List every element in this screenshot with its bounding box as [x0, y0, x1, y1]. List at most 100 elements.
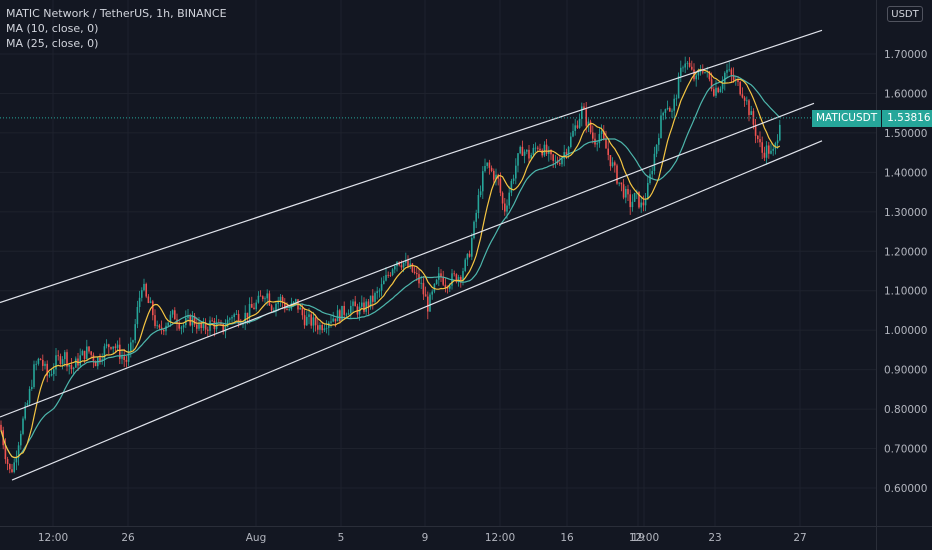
- x-tick-label: 5: [338, 532, 345, 544]
- candle-body: [105, 344, 108, 347]
- candle-body: [119, 344, 121, 359]
- candle-body: [596, 143, 598, 145]
- candle-body: [158, 325, 161, 328]
- candle-body: [545, 144, 548, 154]
- y-tick-label: 1.00000: [884, 325, 927, 337]
- candle-body: [180, 327, 183, 329]
- candle-body: [548, 150, 550, 154]
- candle-body: [303, 315, 306, 326]
- candle-body: [770, 150, 772, 154]
- candle-body: [574, 125, 576, 131]
- candle-body: [655, 144, 658, 154]
- candle-body: [576, 125, 579, 128]
- candle-body: [422, 282, 425, 295]
- candle-body: [141, 290, 143, 298]
- candle-body: [193, 315, 196, 325]
- candle-body: [598, 134, 601, 144]
- candle-body: [499, 178, 502, 193]
- candle-body: [464, 259, 466, 272]
- candle-body: [268, 293, 271, 306]
- candle-body: [471, 238, 473, 257]
- candle-body: [528, 149, 530, 159]
- candle-body: [213, 320, 216, 330]
- candle-body: [28, 389, 31, 403]
- y-tick-label: 1.70000: [884, 49, 927, 61]
- candle-body: [449, 285, 451, 289]
- x-tick-label: Aug: [246, 532, 267, 544]
- ma25-line: [0, 74, 781, 459]
- candle-body: [413, 271, 416, 273]
- candle-body: [479, 191, 482, 196]
- candle-body: [308, 314, 310, 317]
- candle-body: [592, 132, 594, 139]
- candle-body: [460, 277, 462, 281]
- candle-body: [699, 71, 702, 73]
- candle-body: [759, 139, 761, 143]
- candle-body: [477, 195, 480, 213]
- candle-body: [339, 310, 341, 322]
- candle-body: [9, 463, 11, 470]
- candle-body: [517, 153, 519, 166]
- candle-body: [134, 324, 136, 341]
- candle-body: [563, 152, 565, 159]
- candle-body: [662, 112, 664, 116]
- currency-button[interactable]: USDT: [887, 6, 923, 22]
- candle-body: [660, 115, 662, 139]
- candle-body: [743, 97, 746, 101]
- candle-body: [222, 324, 224, 332]
- candle-body: [462, 271, 464, 281]
- candle-body: [618, 182, 620, 184]
- candle-body: [163, 329, 165, 332]
- candle-body: [512, 178, 515, 181]
- candle-body: [537, 147, 539, 149]
- candle-body: [317, 325, 319, 330]
- candle-body: [416, 272, 418, 275]
- candle-body: [378, 290, 381, 292]
- y-tick-label: 1.10000: [884, 286, 927, 298]
- candle-body: [127, 350, 130, 362]
- candle-body: [299, 307, 301, 310]
- candle-body: [424, 294, 427, 297]
- candle-body: [48, 375, 51, 377]
- candle-body: [541, 150, 543, 156]
- candle-body: [721, 83, 724, 89]
- candle-body: [407, 260, 409, 268]
- candle-body: [504, 203, 506, 212]
- candle-body: [583, 106, 585, 110]
- candle-body: [257, 295, 260, 303]
- candle-body: [552, 154, 554, 161]
- candle-body: [259, 295, 262, 297]
- price-tag-value: 1.53816: [882, 109, 932, 127]
- candle-body: [231, 317, 233, 319]
- candle-body: [20, 433, 22, 446]
- candle-body: [600, 131, 603, 135]
- candle-body: [431, 291, 433, 295]
- candle-body: [70, 364, 73, 370]
- candle-body: [92, 354, 95, 362]
- candle-body: [363, 302, 365, 312]
- candle-body: [114, 346, 117, 348]
- candle-body: [103, 346, 106, 360]
- candle-body: [233, 314, 235, 318]
- candle-body: [149, 301, 152, 303]
- candle-body: [207, 329, 209, 331]
- candle-body: [581, 106, 583, 119]
- candle-body: [715, 87, 717, 96]
- candle-body: [4, 445, 7, 460]
- candle-body: [603, 131, 605, 139]
- candle-body: [620, 182, 623, 185]
- candle-body: [446, 287, 449, 289]
- candle-body: [86, 346, 88, 360]
- candle-body: [673, 98, 675, 111]
- candle-body: [515, 165, 517, 179]
- candle-body: [609, 155, 612, 167]
- candle-body: [125, 359, 128, 362]
- candle-body: [585, 109, 587, 126]
- candle-body: [730, 69, 733, 75]
- candle-body: [490, 167, 493, 171]
- candle-body: [682, 67, 684, 69]
- candle-body: [510, 180, 513, 193]
- candle-body: [277, 300, 279, 304]
- candle-body: [198, 322, 200, 329]
